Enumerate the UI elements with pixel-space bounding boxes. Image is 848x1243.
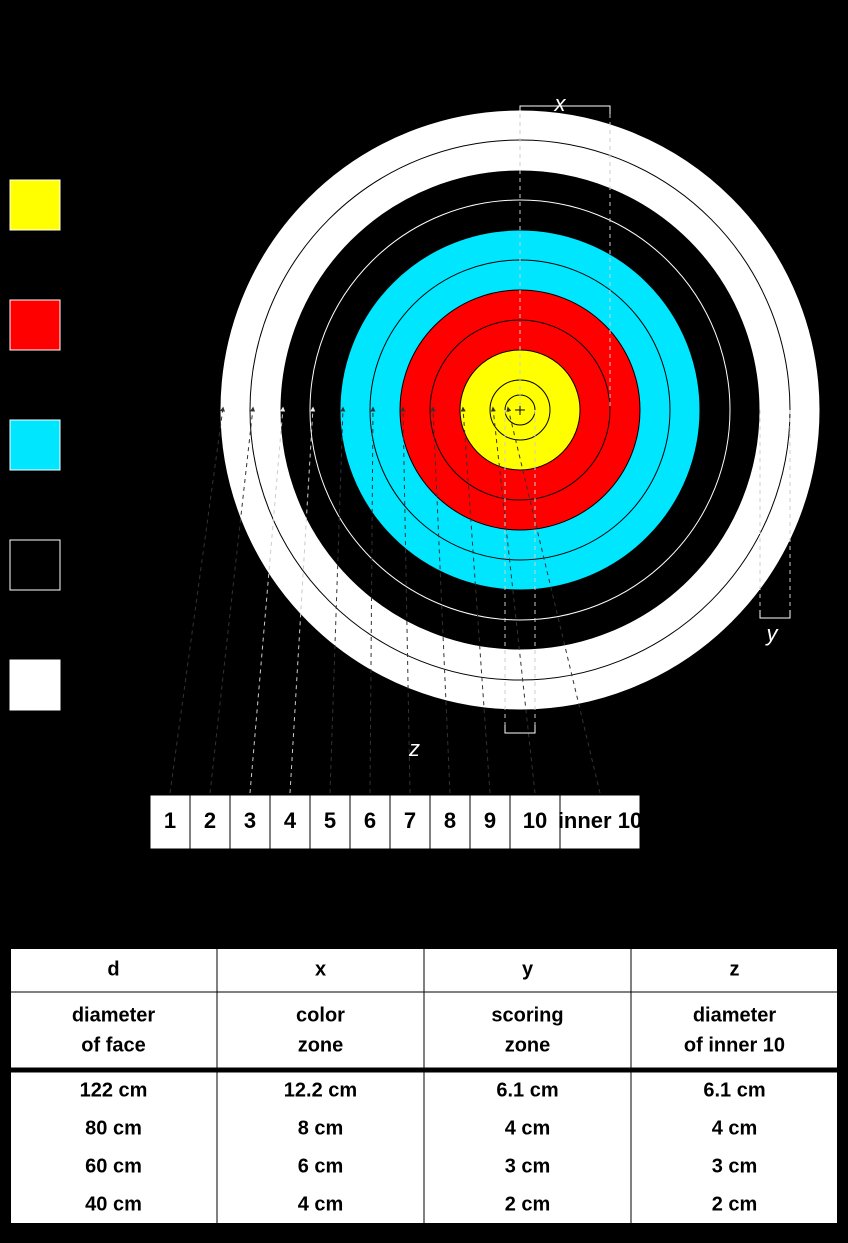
table-cell-r2-c3: 3 cm [712,1155,758,1177]
score-cell-7: 7 [404,808,416,833]
table-subheader-1-l1: color [296,1004,345,1026]
score-cell-10: 10 [523,808,547,833]
table-subheader-0-l2: of face [81,1034,145,1056]
table-subheader-2-l2: zone [505,1034,551,1056]
table-header-d: d [107,958,119,980]
table-cell-r0-c3: 6.1 cm [703,1079,765,1101]
table-subheader-0-l1: diameter [72,1004,156,1026]
table-cell-r1-c2: 4 cm [505,1117,551,1139]
score-cell-1: 1 [164,808,176,833]
table-subheader-3-l1: diameter [693,1004,777,1026]
score-cell-5: 5 [324,808,336,833]
table-cell-r3-c0: 40 cm [85,1193,142,1215]
table-subheader-2-l1: scoring [491,1004,563,1026]
table-cell-r1-c3: 4 cm [712,1117,758,1139]
score-cell-inner-10: inner 10 [558,808,642,833]
dimensions-table: d x y z diameter of face color zone scoring zone d… [10,948,838,1224]
table-cell-r3-c3: 2 cm [712,1193,758,1215]
score-cell-9: 9 [484,808,496,833]
dimension-label-x: x [554,91,567,116]
table-subheader-3-l2: of inner 10 [684,1034,785,1056]
table-cell-r1-c0: 80 cm [85,1117,142,1139]
legend-swatch-4 [10,660,60,710]
legend-swatch-3 [10,540,60,590]
table-cell-r0-c0: 122 cm [80,1079,148,1101]
score-cell-2: 2 [204,808,216,833]
dimension-label-z: z [408,736,420,761]
table-header-z: z [730,958,740,980]
dimension-label-y: y [765,621,780,646]
table-cell-r2-c2: 3 cm [505,1155,551,1177]
score-cell-8: 8 [444,808,456,833]
legend-swatch-1 [10,300,60,350]
table-cell-r0-c2: 6.1 cm [496,1079,558,1101]
table-cell-r2-c0: 60 cm [85,1155,142,1177]
table-cell-r3-c1: 4 cm [298,1193,344,1215]
score-bar: 1 2 3 4 5 6 7 8 9 10 inner 10 [150,795,642,849]
table-header-x: x [315,958,326,980]
score-cell-3: 3 [244,808,256,833]
table-subheader-1-l2: zone [298,1034,344,1056]
legend-swatch-0 [10,180,60,230]
archery-target-diagram: 1 2 3 4 5 6 7 8 9 10 inner 10 x y z d x y z diameter of fac… [0,0,848,1243]
score-cell-4: 4 [284,808,297,833]
table-header-y: y [522,958,534,980]
score-cell-6: 6 [364,808,376,833]
table-cell-r3-c2: 2 cm [505,1193,551,1215]
table-cell-r0-c1: 12.2 cm [284,1079,357,1101]
table-cell-r1-c1: 8 cm [298,1117,344,1139]
legend-swatch-2 [10,420,60,470]
table-cell-r2-c1: 6 cm [298,1155,344,1177]
